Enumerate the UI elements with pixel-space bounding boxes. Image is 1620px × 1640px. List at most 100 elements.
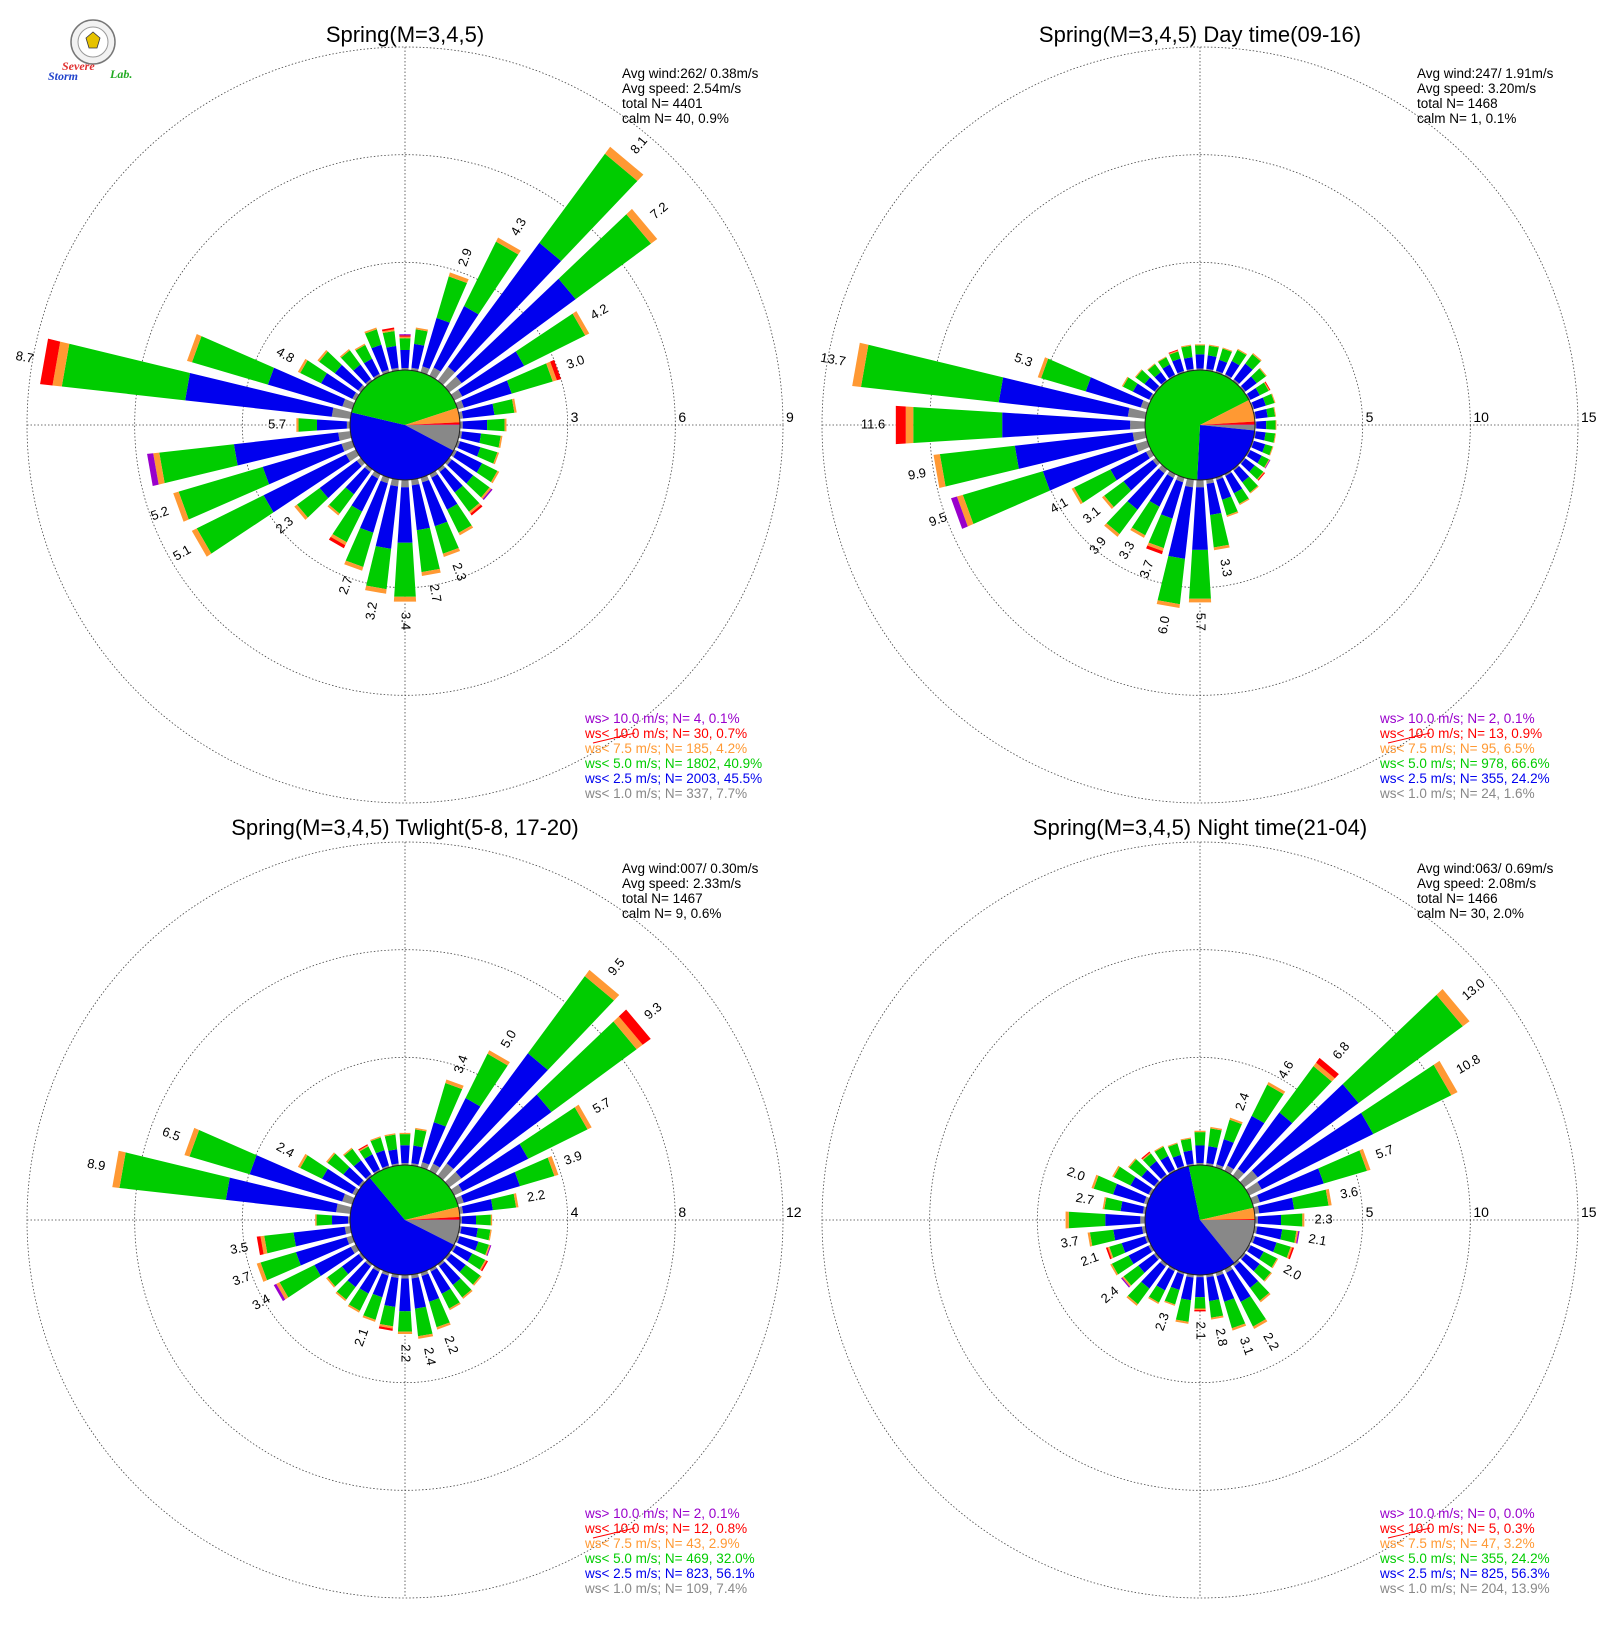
bar-segment: [1359, 1148, 1371, 1171]
bar-segment: [1188, 598, 1212, 603]
bar-segment: [1141, 1169, 1159, 1187]
legend-entry: ws> 10.0 m/s; N= 4, 0.1%: [584, 711, 740, 726]
bar-segment: [359, 1146, 373, 1159]
legend-entry: ws< 2.5 m/s; N= 823, 56.1%: [584, 1566, 755, 1581]
bar-segment: [314, 1246, 355, 1276]
bar-segment: [448, 272, 469, 284]
bar-label: 10.8: [1453, 1051, 1482, 1077]
bar-segment: [513, 1193, 519, 1208]
bar-segment: [327, 1266, 349, 1287]
stat-line: Avg speed: 2.33m/s: [622, 876, 741, 891]
bar-segment: [345, 527, 374, 568]
bar-segment: [382, 329, 395, 334]
bar-segment: [334, 364, 363, 391]
bar-segment: [332, 1215, 349, 1225]
bar-segment: [298, 418, 317, 432]
bar-label: 5.3: [1012, 350, 1034, 370]
bar-segment: [1141, 1262, 1166, 1289]
bar-segment: [487, 418, 505, 432]
stat-line: total N= 1467: [622, 891, 703, 906]
bar-segment: [453, 450, 483, 473]
chart-title: Spring(M=3,4,5) Day time(09-16): [1039, 22, 1361, 47]
legend-entry: ws< 1.0 m/s; N= 109, 7.4%: [584, 1581, 747, 1596]
bar-segment: [1132, 383, 1153, 400]
stat-line: total N= 1466: [1417, 891, 1498, 906]
bar-segment: [1134, 369, 1143, 378]
bar-segment: [1041, 358, 1091, 392]
bar-label: 4.3: [507, 215, 529, 238]
bar-segment: [317, 349, 328, 362]
bar-segment: [1266, 420, 1276, 430]
bar-segment: [1160, 1155, 1175, 1173]
pie-slice: [1200, 425, 1255, 431]
bar-segment: [1110, 451, 1150, 481]
bar-segment: [547, 1155, 559, 1177]
bar-segment: [1104, 1197, 1123, 1212]
bar-segment: [401, 479, 409, 488]
bar-segment: [1249, 465, 1264, 480]
bar-segment: [1246, 450, 1262, 464]
bar-label: 3.7: [1059, 1233, 1079, 1251]
bar-segment: [1128, 1245, 1152, 1265]
bar-segment: [365, 1174, 373, 1181]
bar-segment: [604, 146, 644, 181]
pie-outline: [1144, 369, 1256, 481]
pie-slice: [1197, 425, 1255, 480]
bar-segment: [355, 344, 373, 364]
bar-segment: [1148, 514, 1173, 549]
bar-segment: [468, 503, 481, 514]
stat-line: Avg wind:262/ 0.38m/s: [622, 66, 759, 81]
bar-segment: [1225, 360, 1240, 378]
bar-segment: [479, 1259, 487, 1271]
bar-segment: [1135, 369, 1151, 385]
bar-segment: [512, 398, 517, 413]
bar-segment: [342, 1193, 355, 1205]
bar-segment: [386, 345, 399, 370]
legend-mark: [592, 1527, 636, 1539]
stat-line: Avg speed: 2.08m/s: [1417, 876, 1536, 891]
bar-segment: [1257, 472, 1266, 481]
bar-segment: [399, 335, 411, 337]
bar-segment: [1210, 512, 1229, 548]
bar-segment: [1263, 381, 1270, 391]
windrose-panel-4: Spring(M=3,4,5) Night time(21-04) 5 10 15 2.…: [821, 815, 1597, 1599]
bar-segment: [382, 1165, 390, 1170]
bar-segment: [370, 1136, 381, 1142]
bar-segment: [332, 505, 362, 543]
bar-label: 7.2: [647, 199, 670, 222]
bar-segment: [429, 367, 441, 380]
bar-segment: [860, 344, 1004, 403]
bar-segment: [1154, 386, 1161, 393]
bar-segment: [1266, 407, 1276, 418]
bar-segment: [1177, 1270, 1185, 1275]
bar-segment: [112, 1150, 126, 1188]
bar-segment: [459, 421, 463, 429]
bar-segment: [1222, 347, 1233, 352]
bar-segment: [433, 306, 479, 372]
legend-mark: [1387, 732, 1431, 744]
ring-label: 10: [1473, 1204, 1489, 1220]
bar-segment: [384, 1276, 399, 1307]
bar-label: 2.4: [1098, 1283, 1121, 1306]
bar-segment: [1247, 1245, 1264, 1260]
bar-segment: [1194, 345, 1206, 355]
ring-label: 4: [571, 1204, 579, 1220]
legend-entry: ws< 10.0 m/s; N= 30, 0.7%: [584, 726, 747, 741]
bar-segment: [297, 358, 308, 373]
bar-segment: [514, 1157, 555, 1187]
ring-label: 6: [678, 409, 686, 425]
bar-label: 3.7: [230, 1268, 252, 1288]
bar-label: 2.2: [526, 1187, 546, 1205]
bar-segment: [379, 1305, 396, 1327]
bar-segment: [1194, 1308, 1206, 1310]
bar-segment: [1181, 345, 1193, 359]
bar-segment: [343, 1167, 364, 1186]
bar-segment: [1180, 1137, 1191, 1141]
bar-label: 3.5: [229, 1239, 249, 1257]
bar-segment: [364, 327, 377, 334]
pie-slice: [349, 412, 454, 481]
bar-segment: [196, 495, 274, 554]
bar-segment: [1159, 1259, 1168, 1267]
bar-segment: [1251, 1084, 1359, 1178]
bar-segment: [1239, 498, 1250, 506]
